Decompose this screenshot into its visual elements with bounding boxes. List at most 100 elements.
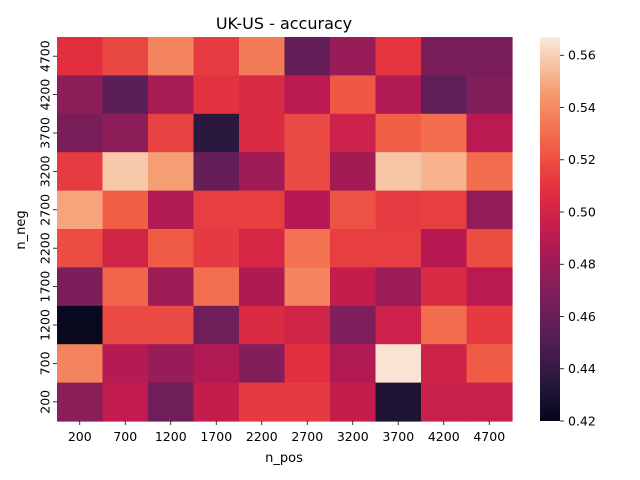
heatmap-cell [284,113,331,153]
heatmap-cell [330,37,377,76]
heatmap-cell [375,267,422,307]
heatmap-cell [330,229,377,268]
heatmap-cell [284,229,331,268]
heatmap-cell [102,229,149,268]
heatmap-cell [193,37,240,76]
heatmap-cell [466,229,513,268]
heatmap-cell [102,382,149,422]
heatmap-cell [102,305,149,345]
heatmap-cell [193,267,240,307]
heatmap-cell [330,190,377,230]
heatmap-cell [421,305,468,345]
x-axis-label: n_pos [265,451,303,466]
heatmap-cell [239,267,286,307]
heatmap-cell [57,75,104,115]
heatmap-cell [57,344,104,384]
y-tick-label: 2200 [37,232,52,264]
heatmap-cell [421,267,468,307]
colorbar [540,37,560,421]
heatmap-cell [148,229,195,268]
heatmap-cell [330,305,377,345]
heatmap-cell [375,152,422,192]
heatmap-cell [375,75,422,115]
heatmap-cell [148,75,195,115]
heatmap-cell [466,75,513,115]
heatmap-cell [466,37,513,76]
heatmap-cell [57,152,104,192]
colorbar-tick-label: 0.46 [568,309,596,324]
x-tick-label: 2200 [246,429,278,444]
heatmap-cell [57,190,104,230]
x-tick-label: 1700 [200,429,232,444]
colorbar-tick-label: 0.42 [568,413,596,428]
heatmap-cell [330,113,377,153]
heatmap-cell [466,305,513,345]
heatmap-cell [239,113,286,153]
heatmap-cell [239,229,286,268]
heatmap-cell [284,37,331,76]
heatmap-cell [148,190,195,230]
chart-title: UK-US - accuracy [216,14,352,33]
colorbar-tick-label: 0.52 [568,152,596,167]
x-tick-label: 200 [68,429,92,444]
y-tick-label: 2700 [37,194,52,226]
y-tick-label: 3200 [37,155,52,187]
heatmap-cell [466,344,513,384]
colorbar-tick-label: 0.56 [568,48,596,63]
heatmap-cell [193,75,240,115]
colorbar-tick-labels: 0.42 0.44 0.46 0.48 0.50 0.52 0.54 0.56 [560,48,596,428]
heatmap-cell [102,267,149,307]
heatmap-cell [375,229,422,268]
y-tick-label: 3700 [37,117,52,149]
heatmap-cell [193,190,240,230]
x-tick-labels: 200 700 1200 1700 2200 2700 3200 3700 4200 4700 [68,421,505,444]
x-tick-label: 4200 [428,429,460,444]
x-tick-label: 1200 [155,429,187,444]
heatmap-cell [330,382,377,422]
heatmap-cell [57,382,104,422]
heatmap-cells [57,37,513,422]
x-tick-label: 4700 [473,429,505,444]
heatmap-cell [284,382,331,422]
y-tick-labels: 4700 4200 3700 3200 2700 2200 1700 1200 700 200 [37,40,57,414]
heatmap-cell [284,344,331,384]
heatmap-cell [375,113,422,153]
y-tick-label: 4700 [37,40,52,72]
heatmap-cell [148,267,195,307]
y-tick-label: 700 [37,351,52,375]
heatmap-cell [421,152,468,192]
heatmap-cell [284,305,331,345]
heatmap-cell [421,229,468,268]
x-tick-label: 3700 [382,429,414,444]
heatmap-cell [330,75,377,115]
heatmap-cell [375,305,422,345]
heatmap-cell [193,229,240,268]
heatmap-cell [466,113,513,153]
heatmap-cell [239,382,286,422]
heatmap-cell [57,305,104,345]
heatmap-cell [193,305,240,345]
heatmap-cell [330,267,377,307]
heatmap-cell [375,344,422,384]
heatmap-cell [421,382,468,422]
colorbar-tick-label: 0.50 [568,204,596,219]
heatmap-cell [466,152,513,192]
y-axis-label: n_neg [14,210,29,249]
colorbar-tick-label: 0.48 [568,257,596,272]
heatmap-cell [148,113,195,153]
heatmap-cell [102,75,149,115]
heatmap-cell [102,344,149,384]
heatmap-cell [57,229,104,268]
heatmap-cell [148,152,195,192]
x-tick-label: 700 [113,429,137,444]
colorbar-tick-label: 0.44 [568,361,596,376]
heatmap-cell [148,382,195,422]
heatmap-cell [193,382,240,422]
heatmap-cell [330,152,377,192]
heatmap-cell [421,75,468,115]
heatmap-cell [102,152,149,192]
heatmap-cell [239,344,286,384]
heatmap-cell [375,37,422,76]
heatmap-cell [421,190,468,230]
